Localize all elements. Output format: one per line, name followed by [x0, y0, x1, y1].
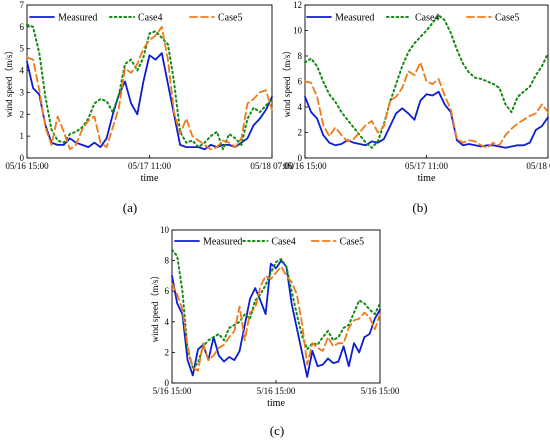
y-tick-label: 0 [298, 153, 303, 163]
y-tick-label: 12 [293, 0, 302, 10]
x-axis-label: time [267, 398, 285, 409]
y-tick-label: 6 [298, 77, 303, 87]
y-tick-label: 6 [165, 286, 170, 296]
series-line-measured [26, 52, 273, 151]
series-line-measured [304, 90, 549, 149]
y-tick-label: 4 [20, 66, 25, 76]
legend-label: Case5 [218, 13, 242, 24]
legend-label: Case4 [138, 13, 162, 24]
y-tick-label: 2 [298, 128, 303, 138]
panel-caption: (a) [123, 200, 137, 215]
x-tick-label: 5/16 15:00 [361, 386, 400, 396]
series-line-case5 [26, 25, 273, 151]
y-tick-label: 4 [298, 102, 303, 112]
y-tick-label: 2 [165, 347, 170, 357]
y-tick-label: 5 [20, 44, 25, 54]
series-line-case5 [171, 265, 381, 372]
x-tick-label: 05/18 07:00 [526, 161, 550, 171]
chart-panel-3: 0 2 4 6 8 10 5/16 15:00 5/16 15:00 5/16 15:00 tim… [150, 225, 400, 438]
series-line-measured [171, 259, 381, 378]
y-tick-label: 1 [20, 131, 25, 141]
y-tick-label: 10 [293, 26, 303, 36]
legend-label: Case5 [495, 13, 519, 24]
y-tick-label: 10 [160, 225, 170, 235]
y-tick-label: 0 [165, 378, 170, 388]
x-axis-label: time [418, 173, 436, 184]
x-tick-label: 05/18 07:00 [250, 161, 294, 171]
series-line-case5 [304, 61, 549, 149]
series-line-case4 [171, 248, 381, 369]
y-tick-label: 6 [20, 22, 25, 32]
x-tick-label: 05/17 11:00 [405, 161, 448, 171]
plot-frame [171, 229, 381, 384]
legend-label: Case5 [340, 237, 364, 248]
series-line-case4 [26, 23, 273, 151]
y-tick-label: 4 [165, 317, 170, 327]
plot-frame [26, 4, 273, 159]
x-axis-label: time [141, 173, 159, 184]
legend-label: Case4 [415, 13, 439, 24]
legend-label: Measured [203, 237, 242, 248]
y-axis-label: wind speed（m/s） [282, 46, 292, 118]
legend-label: Measured [58, 13, 97, 24]
y-axis-label: wind speed（m/s） [150, 271, 160, 343]
chart-panel-1: 0 1 2 3 4 5 6 7 05/16 15:00 05/17 11:00 05/18 07:0… [4, 0, 294, 215]
series-line-case4 [304, 14, 549, 149]
x-tick-label: 05/16 15:00 [283, 161, 327, 171]
x-tick-label: 05/16 15:00 [5, 161, 49, 171]
panel-caption: (b) [412, 200, 427, 215]
y-tick-label: 2 [20, 109, 25, 119]
y-tick-label: 7 [20, 0, 25, 10]
panel-caption: (c) [270, 423, 284, 438]
y-tick-label: 8 [298, 51, 303, 61]
chart-panel-2: 0 2 4 6 8 10 12 05/16 15:00 05/17 11:00 05/18 07:… [282, 0, 550, 215]
y-tick-label: 8 [165, 256, 170, 266]
legend-label: Measured [335, 13, 374, 24]
y-tick-label: 0 [20, 153, 25, 163]
x-tick-label: 5/16 15:00 [153, 386, 192, 396]
x-tick-label: 05/17 11:00 [128, 161, 171, 171]
x-tick-label: 5/16 15:00 [257, 386, 296, 396]
y-tick-label: 3 [20, 87, 25, 97]
legend-label: Case4 [271, 237, 295, 248]
y-axis-label: wind speed（m/s） [4, 46, 14, 118]
